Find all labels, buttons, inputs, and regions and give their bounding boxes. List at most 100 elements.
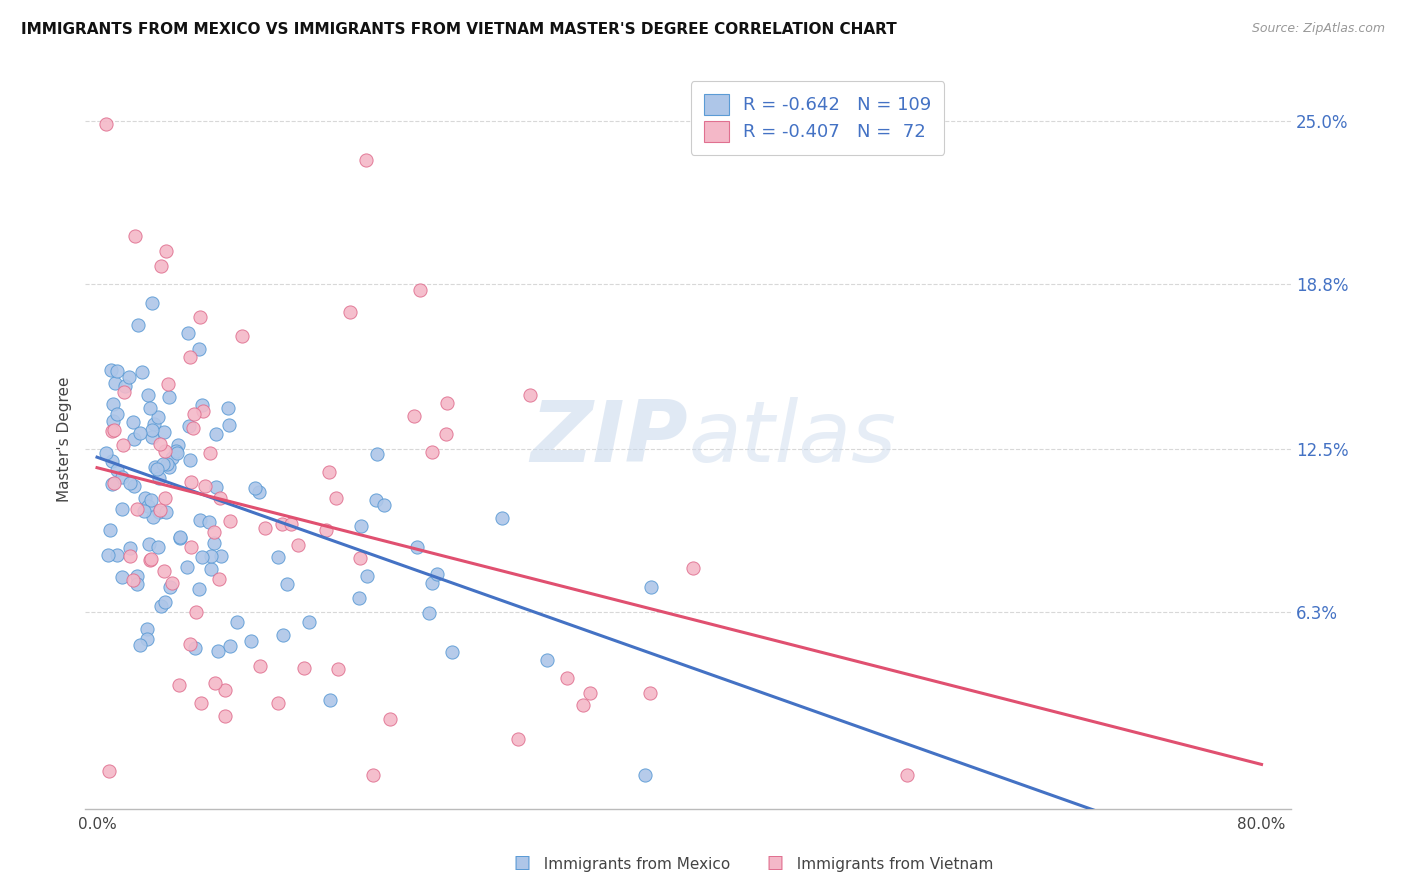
Point bbox=[214, 708, 236, 723]
Point bbox=[141, 429, 163, 443]
Point bbox=[146, 461, 169, 475]
Point bbox=[190, 696, 212, 710]
Point bbox=[361, 768, 384, 782]
Point bbox=[159, 460, 181, 475]
Point bbox=[125, 502, 148, 516]
Point bbox=[354, 153, 377, 168]
Point bbox=[169, 529, 191, 543]
Point bbox=[139, 401, 162, 415]
Point bbox=[218, 418, 240, 433]
Point bbox=[273, 628, 295, 642]
Point bbox=[426, 567, 449, 582]
Text: ZIP: ZIP bbox=[530, 397, 688, 480]
Point bbox=[204, 676, 226, 690]
Text: atlas: atlas bbox=[688, 397, 896, 480]
Point bbox=[143, 459, 166, 474]
Point bbox=[122, 479, 145, 493]
Point bbox=[245, 481, 267, 495]
Point bbox=[148, 505, 170, 519]
Point bbox=[491, 511, 513, 525]
Point bbox=[148, 436, 170, 450]
Point bbox=[131, 365, 153, 379]
Point bbox=[153, 491, 176, 505]
Point bbox=[240, 634, 263, 648]
Point bbox=[129, 425, 152, 440]
Point bbox=[103, 423, 125, 437]
Point bbox=[436, 396, 458, 410]
Point bbox=[134, 491, 156, 506]
Point bbox=[139, 552, 162, 566]
Point bbox=[146, 540, 169, 554]
Point bbox=[207, 643, 229, 657]
Point bbox=[139, 553, 162, 567]
Point bbox=[148, 471, 170, 485]
Point bbox=[194, 478, 217, 492]
Point bbox=[434, 427, 457, 442]
Point bbox=[200, 549, 222, 563]
Point bbox=[166, 446, 188, 460]
Point bbox=[138, 388, 160, 402]
Point bbox=[208, 491, 231, 505]
Point bbox=[105, 463, 128, 477]
Point bbox=[579, 686, 602, 700]
Y-axis label: Master's Degree: Master's Degree bbox=[58, 376, 72, 501]
Point bbox=[165, 443, 187, 458]
Point bbox=[111, 570, 134, 584]
Point bbox=[276, 577, 298, 591]
Point bbox=[176, 560, 198, 574]
Point bbox=[208, 573, 231, 587]
Point bbox=[155, 457, 177, 471]
Point bbox=[97, 764, 120, 779]
Point bbox=[110, 502, 132, 516]
Point bbox=[179, 636, 201, 650]
Text: □: □ bbox=[513, 855, 530, 872]
Point bbox=[200, 562, 222, 576]
Point bbox=[247, 484, 270, 499]
Point bbox=[136, 499, 159, 513]
Point bbox=[117, 370, 139, 384]
Point bbox=[318, 465, 340, 479]
Point bbox=[105, 408, 128, 422]
Point bbox=[160, 576, 183, 591]
Point bbox=[347, 591, 370, 605]
Point bbox=[157, 377, 180, 392]
Point bbox=[143, 417, 166, 431]
Point bbox=[420, 444, 443, 458]
Point bbox=[292, 661, 315, 675]
Point bbox=[152, 425, 174, 439]
Point bbox=[134, 504, 156, 518]
Point bbox=[159, 580, 181, 594]
Point bbox=[186, 605, 208, 619]
Point bbox=[190, 399, 212, 413]
Text: ■: ■ bbox=[766, 855, 783, 872]
Point bbox=[205, 426, 228, 441]
Point bbox=[179, 350, 201, 364]
Point bbox=[153, 595, 176, 609]
Point bbox=[136, 622, 159, 636]
Point bbox=[418, 606, 440, 620]
Point bbox=[280, 517, 302, 532]
Point bbox=[111, 470, 134, 484]
Point bbox=[420, 576, 443, 591]
Point bbox=[315, 523, 337, 537]
Point bbox=[155, 505, 177, 519]
Point bbox=[188, 343, 211, 357]
Point bbox=[121, 415, 143, 429]
Point bbox=[634, 768, 657, 782]
Text: ■: ■ bbox=[513, 855, 530, 872]
Point bbox=[101, 453, 124, 467]
Point bbox=[122, 432, 145, 446]
Point bbox=[231, 329, 253, 343]
Point bbox=[366, 447, 388, 461]
Point bbox=[149, 259, 172, 273]
Point bbox=[188, 513, 211, 527]
Point bbox=[100, 363, 122, 377]
Point bbox=[124, 229, 146, 244]
Point bbox=[508, 732, 530, 747]
Point bbox=[127, 318, 149, 332]
Point bbox=[896, 768, 918, 782]
Point bbox=[183, 640, 205, 655]
Point bbox=[101, 397, 124, 411]
Point bbox=[249, 659, 271, 673]
Point bbox=[214, 682, 236, 697]
